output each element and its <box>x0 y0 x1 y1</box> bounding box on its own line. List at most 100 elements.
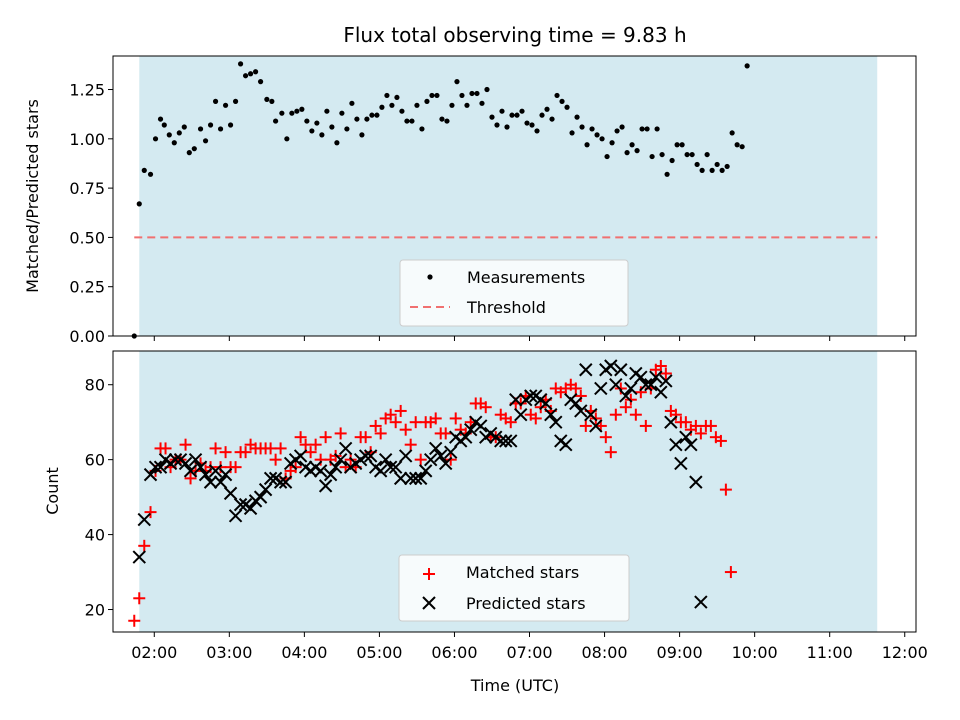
measurement-point <box>334 140 340 146</box>
measurement-point <box>569 130 575 136</box>
predicted-star-point <box>569 396 583 411</box>
predicted-star-point <box>639 378 653 392</box>
predicted-star-point <box>318 479 333 493</box>
measurement-point <box>314 120 320 126</box>
measurement-point <box>434 92 440 99</box>
measurement-point <box>614 128 620 134</box>
measurement-point <box>439 116 445 122</box>
predicted-star-point <box>674 456 688 471</box>
measurement-point <box>369 112 375 118</box>
measurement-point <box>519 108 525 114</box>
matched-star-point <box>629 408 642 421</box>
legend-matched-label: Matched stars <box>466 563 579 582</box>
predicted-star-point <box>408 471 423 486</box>
predicted-star-point <box>228 509 243 523</box>
measurement-point <box>222 102 229 108</box>
predicted-star-point <box>439 456 453 471</box>
legend-measurements-label: Measurements <box>467 268 585 287</box>
measurement-point <box>694 161 700 168</box>
measurement-point <box>181 124 187 130</box>
predicted-star-point <box>619 389 633 403</box>
measurement-point <box>264 96 270 102</box>
measurement-point <box>304 118 310 124</box>
predicted-star-point <box>428 441 443 456</box>
measurement-point <box>594 132 600 138</box>
predicted-star-point <box>433 449 448 463</box>
predicted-star-point <box>418 464 433 478</box>
measurement-point <box>212 98 219 104</box>
matched-star-point <box>599 431 612 444</box>
matched-star-point <box>399 423 412 436</box>
measurement-point <box>644 126 650 132</box>
predicted-star-point <box>223 486 238 501</box>
measurement-point <box>294 108 300 114</box>
measurement-point <box>719 167 725 173</box>
matched-star-point <box>579 419 592 432</box>
measurement-point <box>574 114 580 120</box>
measurement-point <box>684 151 690 158</box>
predicted-star-point <box>132 550 146 564</box>
predicted-star-point <box>208 464 223 478</box>
measurement-point <box>399 108 405 114</box>
measurement-point <box>634 148 640 154</box>
predicted-star-point <box>524 389 538 403</box>
predicted-star-point <box>584 407 598 422</box>
measurement-point <box>744 63 750 69</box>
predicted-star-point <box>634 370 648 384</box>
matched-star-point <box>294 431 307 444</box>
matched-star-point <box>384 408 397 421</box>
predicted-star-point <box>213 475 228 489</box>
predicted-star-point <box>278 475 293 489</box>
predicted-star-point <box>499 434 513 448</box>
matched-star-point <box>359 431 372 444</box>
top-panel: 0.00 0.25 0.50 0.75 1.00 1.25 Flux total obse… <box>23 23 917 346</box>
measurement-point <box>509 112 515 118</box>
predicted-star-point <box>559 437 573 452</box>
measurement-point <box>284 136 290 142</box>
measurement-point <box>379 104 385 110</box>
predicted-star-point <box>323 467 338 482</box>
matched-star-point <box>714 434 727 447</box>
matched-star-point <box>479 401 492 414</box>
predicted-star-point <box>544 407 558 422</box>
predicted-star-point <box>153 460 168 474</box>
matched-star-point <box>659 367 672 380</box>
predicted-star-point <box>358 449 373 463</box>
predicted-star-point <box>137 512 151 527</box>
top-y-tick-label: 1.25 <box>69 81 105 100</box>
top-y-tick-label: 1.00 <box>69 130 105 149</box>
predicted-star-point <box>203 475 218 489</box>
bottom-x-ticks: 02:00 03:00 04:00 05:00 06:00 07:00 08:00 09:00… <box>131 632 928 662</box>
predicted-star-point <box>423 452 438 467</box>
bottom-x-tick-label: 09:00 <box>657 643 703 662</box>
measurement-point <box>559 98 565 104</box>
predicted-star-point <box>388 460 403 474</box>
measurement-point <box>136 201 142 207</box>
measurement-point <box>619 124 625 130</box>
predicted-star-point <box>654 385 668 399</box>
matched-star-point <box>309 438 322 451</box>
matched-star-point <box>634 386 647 399</box>
legend-predicted-marker <box>422 596 436 610</box>
measurement-point <box>639 126 645 132</box>
matched-star-point <box>269 453 282 466</box>
measurement-point <box>273 118 279 124</box>
matched-star-point <box>299 438 312 451</box>
matched-star-point <box>574 389 587 402</box>
predicted-star-point <box>624 381 638 396</box>
measurement-point <box>191 146 197 152</box>
measurement-point <box>664 171 670 177</box>
bottom-x-tick-label: 03:00 <box>206 643 252 662</box>
measurement-point <box>534 128 540 134</box>
predicted-star-point <box>579 363 593 377</box>
predicted-star-point <box>373 464 388 478</box>
measurement-point <box>549 116 555 122</box>
measurement-point <box>734 142 740 148</box>
matched-star-point <box>694 427 707 440</box>
predicted-star-point <box>614 363 628 377</box>
predicted-star-point <box>258 482 273 497</box>
predicted-star-point <box>589 419 603 433</box>
measurement-point <box>319 132 325 138</box>
bottom-x-tick-label: 05:00 <box>356 643 402 662</box>
